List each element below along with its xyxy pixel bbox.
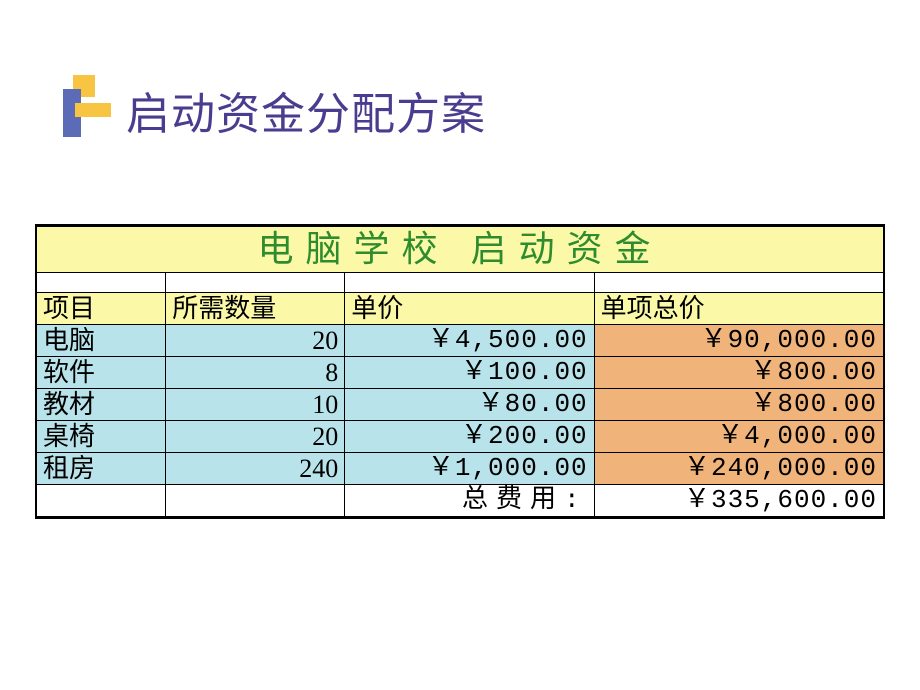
cell-price: ￥200.00 xyxy=(345,421,594,453)
cell-item: 软件 xyxy=(37,357,166,389)
footer-label: 总费用: xyxy=(345,485,594,517)
budget-table: 电脑学校 启动资金 项目 所需数量 单价 单项总价 电脑 20 ￥4,500.0… xyxy=(35,224,885,519)
cell-total: ￥800.00 xyxy=(594,357,883,389)
cell-qty: 20 xyxy=(166,325,345,357)
cell-total: ￥800.00 xyxy=(594,389,883,421)
cell-total: ￥240,000.00 xyxy=(594,453,883,485)
cell-item: 教材 xyxy=(37,389,166,421)
table-row: 软件 8 ￥100.00 ￥800.00 xyxy=(37,357,884,389)
table-row: 桌椅 20 ￥200.00 ￥4,000.00 xyxy=(37,421,884,453)
footer-total: ￥335,600.00 xyxy=(594,485,883,517)
col-header-qty: 所需数量 xyxy=(166,293,345,325)
cell-total: ￥90,000.00 xyxy=(594,325,883,357)
table-row: 租房 240 ￥1,000.00 ￥240,000.00 xyxy=(37,453,884,485)
cell-price: ￥1,000.00 xyxy=(345,453,594,485)
cell-item: 电脑 xyxy=(37,325,166,357)
cell-qty: 8 xyxy=(166,357,345,389)
table-footer-row: 总费用: ￥335,600.00 xyxy=(37,485,884,517)
cell-qty: 20 xyxy=(166,421,345,453)
cell-price: ￥4,500.00 xyxy=(345,325,594,357)
col-header-price: 单价 xyxy=(345,293,594,325)
cell-item: 租房 xyxy=(37,453,166,485)
table-caption: 电脑学校 启动资金 xyxy=(37,227,884,273)
table-header-row: 项目 所需数量 单价 单项总价 xyxy=(37,293,884,325)
cell-qty: 240 xyxy=(166,453,345,485)
slide-title-block: 启动资金分配方案 xyxy=(63,75,486,145)
cell-qty: 10 xyxy=(166,389,345,421)
table-row: 教材 10 ￥80.00 ￥800.00 xyxy=(37,389,884,421)
table-row: 电脑 20 ￥4,500.00 ￥90,000.00 xyxy=(37,325,884,357)
col-header-total: 单项总价 xyxy=(594,293,883,325)
cell-total: ￥4,000.00 xyxy=(594,421,883,453)
cell-price: ￥100.00 xyxy=(345,357,594,389)
cell-item: 桌椅 xyxy=(37,421,166,453)
title-decoration-icon xyxy=(63,75,111,145)
spacer-row xyxy=(37,273,884,293)
cell-price: ￥80.00 xyxy=(345,389,594,421)
table-caption-row: 电脑学校 启动资金 xyxy=(37,227,884,273)
col-header-item: 项目 xyxy=(37,293,166,325)
slide-title: 启动资金分配方案 xyxy=(126,78,486,142)
